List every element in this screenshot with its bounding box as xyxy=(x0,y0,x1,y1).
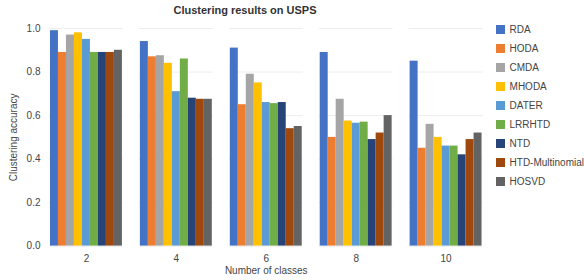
svg-text:0.8: 0.8 xyxy=(27,66,41,77)
html-text:HTD-Multinomial: HTD-Multinomial xyxy=(509,157,584,168)
svg-text:6: 6 xyxy=(263,253,269,264)
svg-text:0.0: 0.0 xyxy=(27,240,41,251)
svg-text:4: 4 xyxy=(174,253,180,264)
html-text:CMDA: CMDA xyxy=(509,62,539,73)
svg-text:8: 8 xyxy=(353,253,359,264)
html-text:HOSVD: HOSVD xyxy=(509,176,546,187)
svg-text:Number of classes: Number of classes xyxy=(225,265,308,276)
svg-text:1.0: 1.0 xyxy=(27,23,41,34)
svg-text:0.6: 0.6 xyxy=(27,110,41,121)
svg-text:Clustering accuracy: Clustering accuracy xyxy=(8,94,19,182)
html-text:MHODA: MHODA xyxy=(509,81,547,92)
svg-text:10: 10 xyxy=(441,253,453,264)
svg-text:2: 2 xyxy=(84,253,90,264)
html-text:HODA: HODA xyxy=(509,43,539,54)
html-text:DATER: DATER xyxy=(509,100,543,111)
html-text:Clustering results on USPS: Clustering results on USPS xyxy=(173,4,317,16)
svg-text:0.2: 0.2 xyxy=(27,197,41,208)
svg-text:0.4: 0.4 xyxy=(27,153,41,164)
html-text:NTD: NTD xyxy=(509,138,531,149)
html-text:LRRHTD: LRRHTD xyxy=(509,119,551,130)
html-text:RDA: RDA xyxy=(509,24,531,35)
